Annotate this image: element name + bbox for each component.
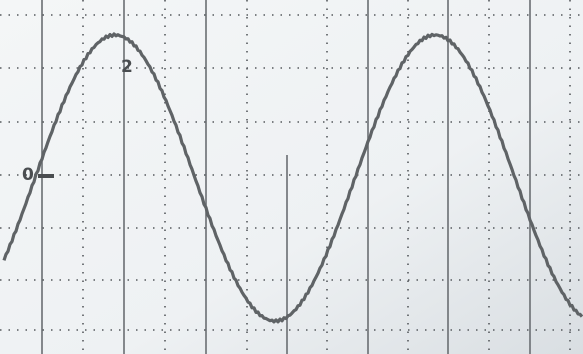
cursor-marker: 2 (121, 57, 133, 77)
ground-marker-dash (38, 174, 54, 178)
ground-marker: 0 (22, 165, 34, 185)
oscilloscope-screen: 0 2 (0, 0, 583, 354)
